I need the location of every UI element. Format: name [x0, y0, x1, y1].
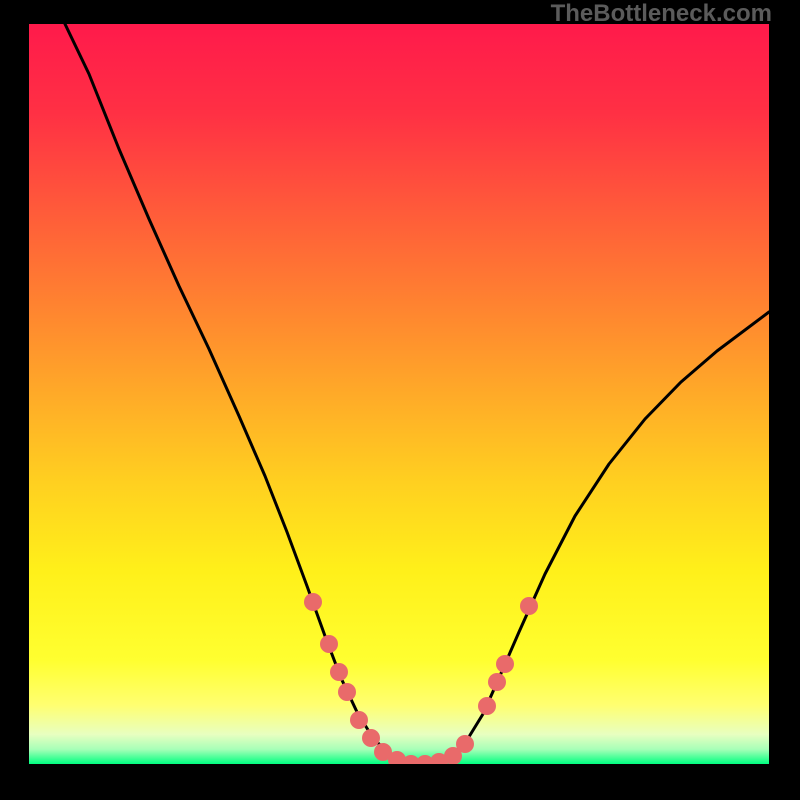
- curve-marker: [330, 663, 348, 681]
- chart-stage: TheBottleneck.com: [0, 0, 800, 800]
- curve-marker: [456, 735, 474, 753]
- curve-line: [65, 24, 769, 764]
- curve-marker: [350, 711, 368, 729]
- watermark-text: TheBottleneck.com: [551, 0, 772, 28]
- curve-marker: [338, 683, 356, 701]
- curve-marker: [362, 729, 380, 747]
- curve-marker: [478, 697, 496, 715]
- curve-marker: [320, 635, 338, 653]
- curve-marker: [520, 597, 538, 615]
- curve-marker: [496, 655, 514, 673]
- bottleneck-curve-chart: [29, 24, 769, 764]
- curve-marker: [488, 673, 506, 691]
- curve-markers: [304, 593, 538, 764]
- curve-marker: [304, 593, 322, 611]
